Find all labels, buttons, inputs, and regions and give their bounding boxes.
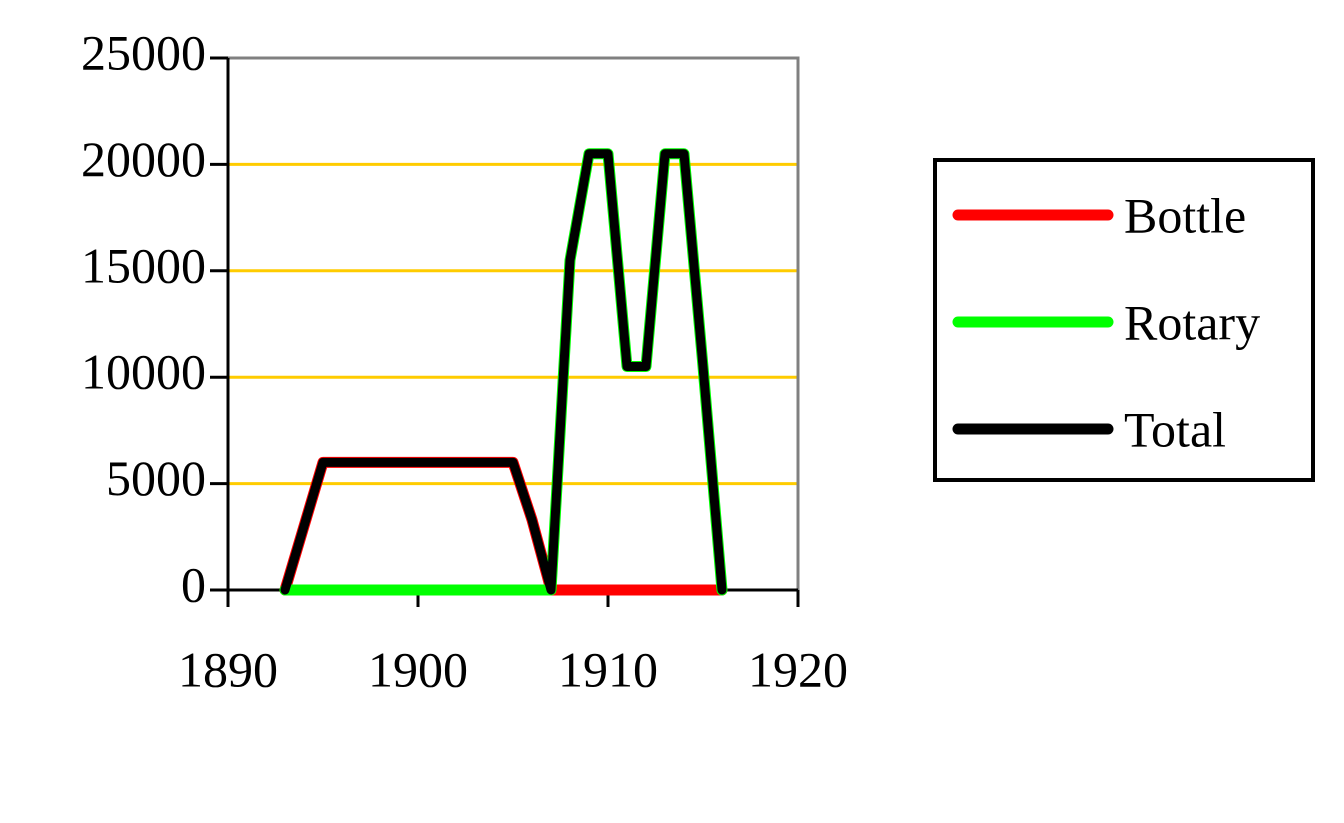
x-tick-label: 1900 <box>368 641 468 697</box>
y-tick-label: 15000 <box>81 237 206 293</box>
x-tick-label: 1890 <box>178 641 278 697</box>
y-tick-label: 25000 <box>81 24 206 80</box>
x-tick-label: 1910 <box>558 641 658 697</box>
legend-label: Rotary <box>1124 294 1260 350</box>
legend-label: Total <box>1124 401 1226 457</box>
y-tick-label: 0 <box>181 556 206 612</box>
y-tick-label: 20000 <box>81 131 206 187</box>
series-line <box>280 149 727 595</box>
y-tick-label: 10000 <box>81 344 206 400</box>
y-tick-label: 5000 <box>106 450 206 506</box>
plot-frame <box>228 56 800 590</box>
series-line <box>279 456 728 596</box>
legend-label: Bottle <box>1124 187 1246 243</box>
x-tick-label: 1920 <box>748 641 848 697</box>
